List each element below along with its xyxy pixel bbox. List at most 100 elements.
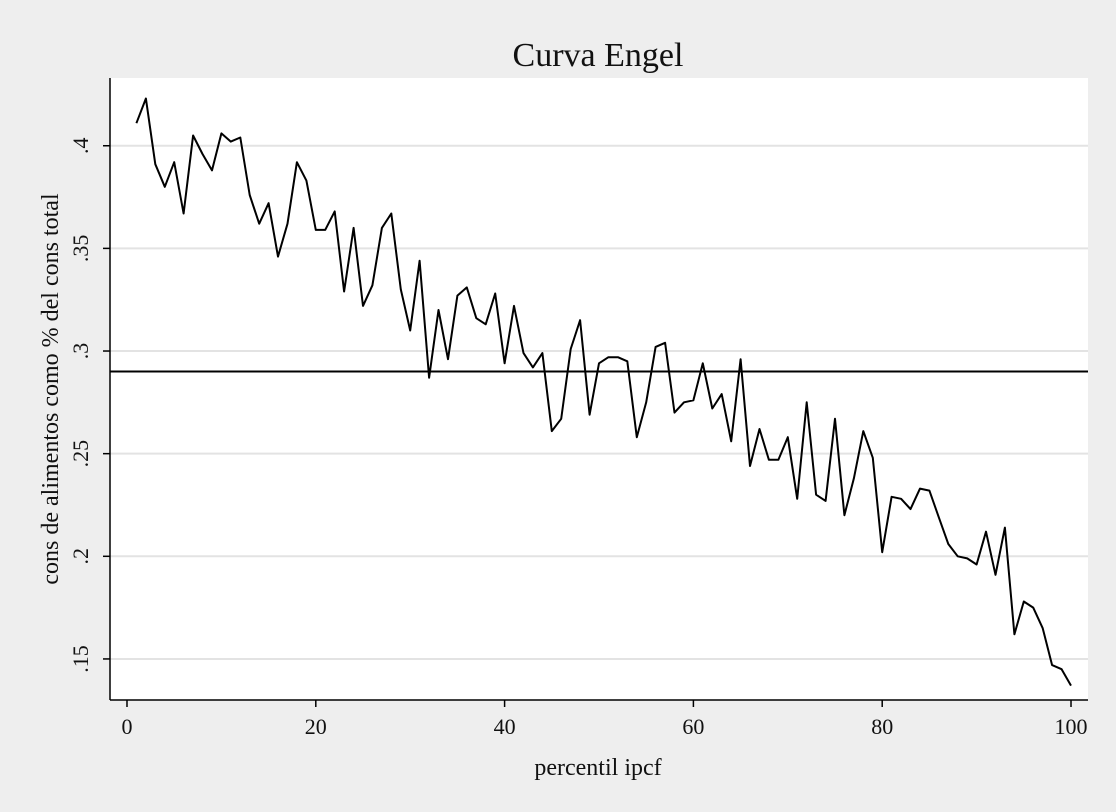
data-point: [890, 496, 892, 498]
data-point: [503, 362, 505, 364]
data-point: [749, 465, 751, 467]
data-point: [239, 136, 241, 138]
data-point: [636, 436, 638, 438]
data-point: [154, 163, 156, 165]
y-tick-label: .35: [68, 235, 93, 263]
data-point: [1023, 600, 1025, 602]
series-line: [135, 97, 1072, 687]
data-point: [390, 212, 392, 214]
x-axis-ticks: 0 20 40 60 80 100: [121, 700, 1088, 739]
data-point: [843, 514, 845, 516]
data-point: [824, 500, 826, 502]
data-point: [182, 212, 184, 214]
data-point: [919, 487, 921, 489]
data-point: [456, 294, 458, 296]
data-point: [881, 551, 883, 553]
data-point: [381, 227, 383, 229]
data-point: [654, 346, 656, 348]
y-tick-label: .3: [68, 343, 93, 360]
data-point: [947, 543, 949, 545]
data-point: [324, 229, 326, 231]
data-point: [721, 393, 723, 395]
grid-lines: [110, 144, 1088, 660]
data-point: [522, 352, 524, 354]
data-point: [428, 377, 430, 379]
data-point: [551, 430, 553, 432]
data-point: [938, 516, 940, 518]
data-point: [230, 140, 232, 142]
data-point: [466, 286, 468, 288]
data-point: [220, 132, 222, 134]
data-point: [286, 223, 288, 225]
data-point: [296, 161, 298, 163]
data-point: [617, 356, 619, 358]
data-point: [985, 530, 987, 532]
plot-background: [110, 78, 1088, 700]
data-point: [928, 489, 930, 491]
data-point: [192, 134, 194, 136]
data-point: [711, 407, 713, 409]
data-point: [1070, 684, 1072, 686]
data-point: [560, 418, 562, 420]
data-point: [475, 317, 477, 319]
data-point: [598, 362, 600, 364]
x-tick-label: 60: [682, 714, 704, 739]
data-point: [211, 169, 213, 171]
data-point: [805, 401, 807, 403]
data-point: [1013, 633, 1015, 635]
y-tick-label: .2: [68, 548, 93, 565]
data-point: [588, 413, 590, 415]
data-point: [777, 459, 779, 461]
data-point: [607, 356, 609, 358]
x-tick-label: 100: [1055, 714, 1088, 739]
data-point: [1060, 668, 1062, 670]
data-point: [494, 292, 496, 294]
data-point: [437, 309, 439, 311]
data-point: [447, 358, 449, 360]
data-point: [371, 284, 373, 286]
data-point: [267, 202, 269, 204]
data-point: [145, 97, 147, 99]
data-point: [1032, 606, 1034, 608]
y-tick-label: .15: [68, 645, 93, 673]
data-point: [315, 229, 317, 231]
data-point: [513, 305, 515, 307]
x-tick-label: 80: [871, 714, 893, 739]
data-point: [1041, 627, 1043, 629]
chart-title: Curva Engel: [513, 37, 684, 74]
data-point: [730, 440, 732, 442]
data-point: [900, 498, 902, 500]
data-point: [135, 122, 137, 124]
data-point: [418, 259, 420, 261]
data-point: [957, 555, 959, 557]
data-point: [249, 194, 251, 196]
data-point: [541, 352, 543, 354]
data-point: [569, 348, 571, 350]
data-point: [834, 418, 836, 420]
y-tick-label: .25: [68, 440, 93, 468]
data-point: [362, 305, 364, 307]
data-point: [1051, 664, 1053, 666]
data-point: [485, 323, 487, 325]
data-point: [333, 210, 335, 212]
y-axis-ticks: .15 .2 .25 .3 .35 .4: [68, 137, 110, 673]
y-axis-title: cons de alimentos como % del cons total: [38, 193, 64, 585]
data-point: [692, 399, 694, 401]
data-point: [400, 288, 402, 290]
data-point: [201, 153, 203, 155]
data-point: [815, 494, 817, 496]
data-point: [872, 457, 874, 459]
data-point: [664, 342, 666, 344]
data-point: [409, 329, 411, 331]
x-tick-label: 20: [305, 714, 327, 739]
data-point: [862, 430, 864, 432]
data-point: [994, 574, 996, 576]
data-point: [758, 428, 760, 430]
y-tick-label: .4: [68, 137, 93, 154]
data-point: [352, 227, 354, 229]
data-point: [975, 563, 977, 565]
x-tick-label: 40: [494, 714, 516, 739]
data-point: [673, 411, 675, 413]
data-point: [853, 477, 855, 479]
